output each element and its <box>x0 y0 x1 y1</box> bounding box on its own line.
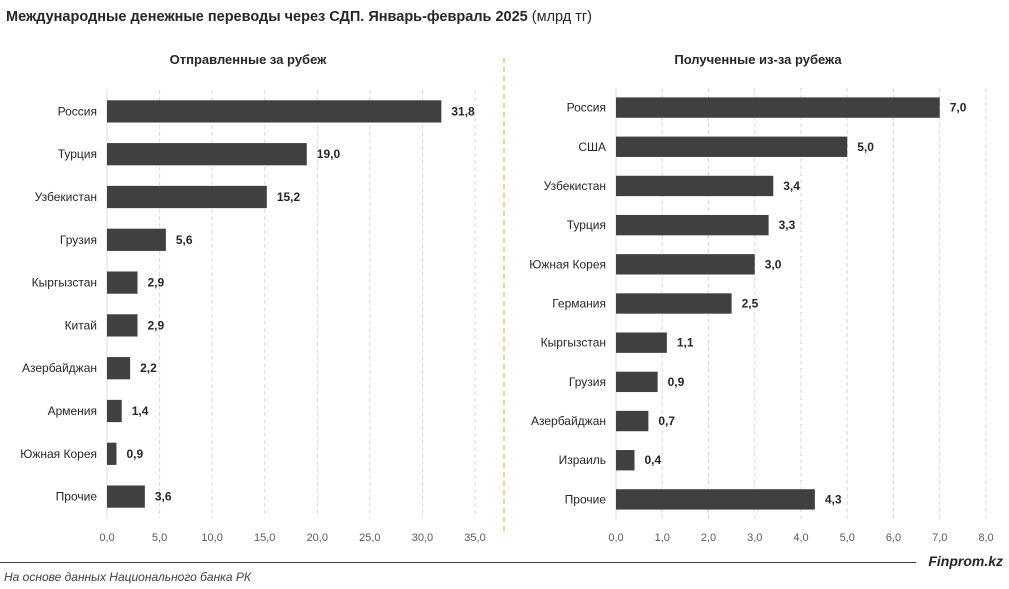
received-bar <box>616 214 769 236</box>
sent-category-label: Прочие <box>56 490 98 504</box>
sent-tick-label: 20,0 <box>307 532 328 544</box>
received-category-label: Германия <box>552 297 606 311</box>
sent-bar <box>107 357 131 380</box>
received-panel-title: Полученные из-за рубежа <box>674 52 842 67</box>
received-tick-label: 2,0 <box>701 532 716 544</box>
received-category-label: Узбекистан <box>544 179 606 193</box>
sent-tick-label: 35,0 <box>464 532 485 544</box>
received-category-label: Россия <box>567 101 606 115</box>
sent-bar <box>107 314 138 337</box>
sent-category-label: Турция <box>58 147 97 161</box>
chart-title-unit: (млрд тг) <box>531 9 593 25</box>
received-category-label: Южная Корея <box>529 257 606 271</box>
received-category-label: Прочие <box>565 492 607 506</box>
sent-value-label: 31,8 <box>451 104 475 118</box>
received-category-label: Кыргызстан <box>541 336 606 350</box>
received-bar <box>616 371 658 393</box>
received-bar <box>616 293 732 314</box>
received-bar <box>616 450 635 471</box>
sent-category-label: Китай <box>65 318 97 332</box>
received-bar <box>616 97 940 118</box>
received-category-label: Азербайджан <box>531 414 606 428</box>
sent-category-label: Южная Корея <box>20 447 97 461</box>
received-tick-label: 6,0 <box>886 532 901 544</box>
received-bar <box>616 175 774 197</box>
received-tick-label: 0,0 <box>608 532 623 544</box>
received-bar <box>616 410 649 432</box>
received-tick-label: 7,0 <box>932 532 947 544</box>
sent-category-label: Азербайджан <box>22 361 97 375</box>
received-bar <box>616 489 815 510</box>
received-value-label: 7,0 <box>950 101 967 115</box>
source-note: На основе данных Национального банка РК <box>4 570 251 584</box>
sent-category-label: Узбекистан <box>35 190 97 204</box>
received-bar <box>616 332 667 353</box>
sent-bar <box>107 485 145 508</box>
received-value-label: 0,9 <box>668 375 685 389</box>
sent-tick-label: 15,0 <box>254 532 275 544</box>
sent-tick-label: 0,0 <box>99 532 114 544</box>
received-value-label: 2,5 <box>742 297 759 311</box>
received-bar <box>616 136 848 157</box>
received-value-label: 3,0 <box>765 257 782 271</box>
received-value-label: 3,4 <box>783 179 800 193</box>
brand-label: Finprom.kz <box>928 553 1003 569</box>
sent-value-label: 2,9 <box>147 318 164 332</box>
sent-category-label: Кыргызстан <box>32 276 97 290</box>
sent-value-label: 5,6 <box>176 233 193 247</box>
sent-value-label: 3,6 <box>155 490 172 504</box>
received-tick-label: 1,0 <box>655 532 670 544</box>
chart-title: Международные денежные переводы через СД… <box>6 9 592 25</box>
received-value-label: 5,0 <box>857 140 874 154</box>
sent-tick-label: 10,0 <box>201 532 222 544</box>
sent-value-label: 1,4 <box>132 404 149 418</box>
sent-bar <box>107 271 138 294</box>
sent-category-label: Грузия <box>60 233 97 247</box>
received-category-label: Грузия <box>569 375 606 389</box>
footer-divider <box>0 562 916 563</box>
sent-bar <box>107 399 122 423</box>
sent-tick-label: 25,0 <box>359 532 380 544</box>
received-category-label: Турция <box>567 218 606 232</box>
received-category-label: Израиль <box>559 453 606 467</box>
sent-value-label: 0,9 <box>126 447 143 461</box>
sent-bar <box>107 143 307 166</box>
sent-value-label: 15,2 <box>277 190 301 204</box>
received-value-label: 0,4 <box>645 453 662 467</box>
sent-tick-label: 5,0 <box>152 532 167 544</box>
received-tick-label: 8,0 <box>978 532 993 544</box>
received-value-label: 3,3 <box>779 218 796 232</box>
sent-bar <box>107 185 267 209</box>
sent-category-label: Россия <box>58 104 97 118</box>
charts-canvas: Отправленные за рубеж 0,0 5,0 10,0 15,0 20,0 2… <box>20 52 993 544</box>
received-bar <box>616 254 755 275</box>
received-value-label: 1,1 <box>677 336 694 350</box>
chart-title-main: Международные денежные переводы через СД… <box>6 9 528 25</box>
sent-bar <box>107 442 117 465</box>
sent-bar <box>107 100 442 123</box>
received-tick-label: 4,0 <box>793 532 808 544</box>
received-value-label: 4,3 <box>825 492 842 506</box>
sent-value-label: 19,0 <box>317 147 341 161</box>
received-category-label: США <box>578 140 606 154</box>
sent-value-label: 2,2 <box>140 361 157 375</box>
received-value-label: 0,7 <box>658 414 675 428</box>
received-tick-label: 3,0 <box>747 532 762 544</box>
sent-category-label: Армения <box>48 404 97 418</box>
sent-tick-label: 30,0 <box>412 532 433 544</box>
received-tick-label: 5,0 <box>840 532 855 544</box>
sent-panel-title: Отправленные за рубеж <box>170 52 328 67</box>
sent-value-label: 2,9 <box>147 276 164 290</box>
sent-bar <box>107 228 166 251</box>
